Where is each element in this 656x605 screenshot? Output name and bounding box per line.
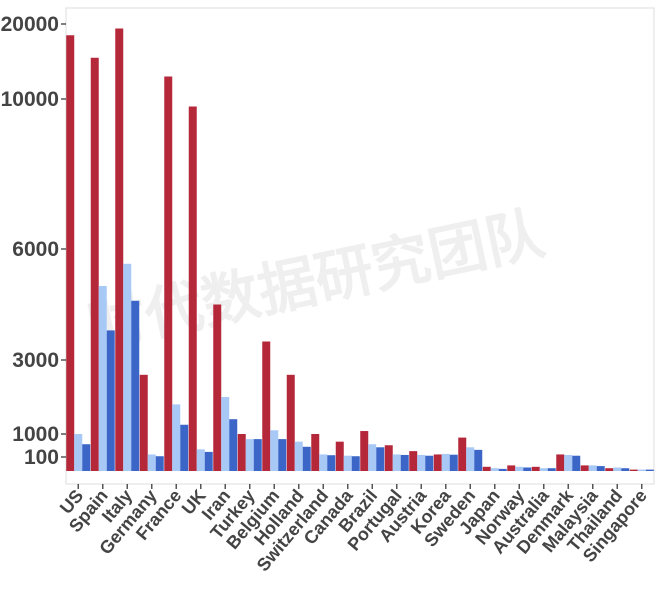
bar-spain-s3 <box>106 330 115 471</box>
bar-portugal-s2 <box>392 454 401 471</box>
bar-norway-s3 <box>523 467 532 471</box>
bar-japan-s2 <box>490 468 499 471</box>
bar-sweden-s2 <box>466 447 475 471</box>
bar-us-s3 <box>82 444 91 471</box>
bars <box>66 28 654 471</box>
bar-thailand-s1 <box>605 468 614 471</box>
bar-malaysia-s3 <box>596 466 605 471</box>
bar-belgium-s3 <box>278 439 287 471</box>
bar-italy-s2 <box>123 263 132 471</box>
bar-spain-s2 <box>98 286 107 471</box>
bar-switzerland-s2 <box>319 454 328 471</box>
bar-japan-s3 <box>498 468 507 471</box>
bar-holland-s2 <box>294 441 303 471</box>
bar-malaysia-s2 <box>588 465 597 471</box>
bar-brazil-s1 <box>360 431 369 471</box>
bar-korea-s1 <box>433 454 442 471</box>
bar-switzerland-s1 <box>311 434 320 471</box>
bar-norway-s1 <box>507 465 516 471</box>
bar-turkey-s1 <box>237 434 246 471</box>
bar-canada-s2 <box>343 455 352 471</box>
bar-thailand-s2 <box>613 467 622 471</box>
y-tick-label: 100 <box>24 446 59 469</box>
bar-holland-s3 <box>302 446 311 471</box>
bar-sweden-s3 <box>474 449 483 471</box>
y-tick-label: 6000 <box>12 238 59 261</box>
bar-austria-s1 <box>409 451 418 471</box>
bar-germany-s2 <box>147 454 156 471</box>
bar-us-s2 <box>74 434 83 471</box>
bar-uk-s3 <box>204 451 213 471</box>
bar-iran-s1 <box>213 304 222 471</box>
bar-switzerland-s3 <box>327 455 336 471</box>
bar-canada-s3 <box>351 456 360 471</box>
bar-holland-s1 <box>286 374 295 471</box>
y-tick-label: 20000 <box>1 13 59 36</box>
bar-france-s3 <box>180 424 189 471</box>
bar-germany-s3 <box>155 456 164 471</box>
bar-sweden-s1 <box>458 437 467 471</box>
bar-korea-s2 <box>441 453 450 471</box>
bar-us-s1 <box>66 35 75 471</box>
bar-belgium-s1 <box>262 341 271 471</box>
bar-france-s2 <box>172 404 181 471</box>
y-tick-label: 3000 <box>12 349 59 372</box>
bar-thailand-s3 <box>621 468 630 471</box>
bar-malaysia-s1 <box>580 465 589 471</box>
bar-turkey-s3 <box>253 439 262 471</box>
bar-germany-s1 <box>139 374 148 471</box>
bar-norway-s2 <box>515 466 524 471</box>
bar-canada-s1 <box>335 441 344 471</box>
bar-portugal-s1 <box>384 445 393 471</box>
bar-denmark-s3 <box>572 455 581 471</box>
bar-italy-s3 <box>131 300 140 471</box>
y-tick-label: 1000 <box>12 423 59 446</box>
bar-singapore-s1 <box>629 469 638 471</box>
bar-uk-s1 <box>188 106 197 471</box>
bar-iran-s3 <box>229 419 238 471</box>
x-axis: USSpainItalyGermanyFranceUKIranTurkeyBel… <box>56 484 651 575</box>
bar-denmark-s1 <box>556 454 565 471</box>
bar-australia-s2 <box>539 468 548 471</box>
plot-area <box>65 7 655 485</box>
bar-italy-s1 <box>115 28 124 471</box>
bar-turkey-s2 <box>245 439 254 471</box>
bar-brazil-s3 <box>376 447 385 471</box>
bar-denmark-s2 <box>564 454 573 471</box>
bar-australia-s1 <box>531 466 540 471</box>
bar-austria-s3 <box>425 455 434 471</box>
bar-portugal-s3 <box>400 454 409 471</box>
bar-australia-s3 <box>547 468 556 471</box>
y-tick-label: 10000 <box>1 88 59 111</box>
bar-austria-s2 <box>417 454 426 471</box>
bar-singapore-s3 <box>645 469 654 471</box>
bar-iran-s2 <box>221 397 230 471</box>
bar-singapore-s2 <box>637 469 646 471</box>
bar-japan-s1 <box>482 466 491 471</box>
bar-brazil-s2 <box>368 444 377 471</box>
bar-belgium-s2 <box>270 430 279 471</box>
bar-uk-s2 <box>196 449 205 471</box>
bar-spain-s1 <box>90 57 99 471</box>
bar-france-s1 <box>164 76 173 471</box>
bar-korea-s3 <box>449 454 458 471</box>
